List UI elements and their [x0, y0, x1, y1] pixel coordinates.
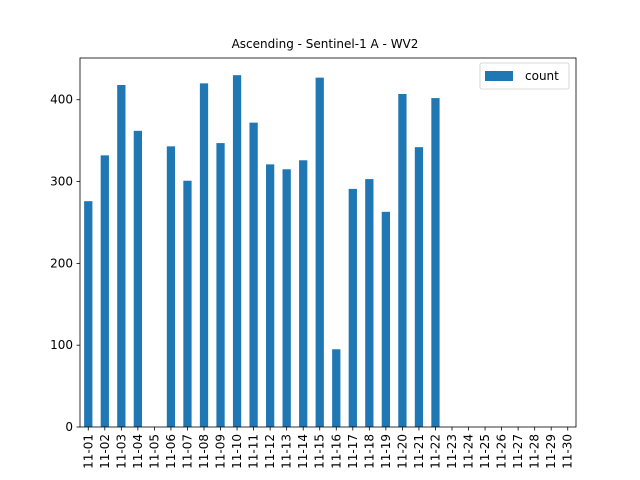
bar-11-01	[84, 201, 93, 427]
bar-11-03	[117, 85, 126, 427]
x-tick-label-11-11: 11-11	[247, 434, 261, 469]
x-tick-label-11-19: 11-19	[379, 434, 393, 469]
x-tick-label-11-20: 11-20	[395, 434, 409, 469]
bar-11-04	[133, 130, 142, 427]
x-tick-label-11-04: 11-04	[131, 434, 145, 469]
bar-11-09	[216, 143, 225, 427]
y-tick-label: 100	[50, 338, 73, 352]
bar-11-07	[183, 180, 192, 427]
bar-11-20	[398, 94, 407, 427]
bar-11-14	[299, 160, 308, 427]
x-tick-label-11-03: 11-03	[114, 434, 128, 469]
x-tick-label-11-09: 11-09	[214, 434, 228, 469]
y-tick-label: 0	[65, 420, 73, 434]
bar-11-11	[249, 122, 258, 427]
bar-11-13	[282, 169, 291, 427]
bar-11-06	[166, 146, 176, 428]
legend-label: count	[525, 69, 559, 83]
x-tick-label-11-17: 11-17	[346, 434, 360, 469]
x-tick-label-11-18: 11-18	[362, 434, 376, 469]
x-tick-label-11-25: 11-25	[478, 434, 492, 469]
x-tick-label-11-02: 11-02	[98, 434, 112, 469]
y-tick-label: 200	[50, 256, 73, 270]
bar-11-19	[381, 211, 390, 427]
x-tick-label-11-14: 11-14	[296, 434, 310, 469]
x-tick-label-11-23: 11-23	[445, 434, 459, 469]
x-tick-label-11-13: 11-13	[280, 434, 294, 469]
bar-11-17	[348, 188, 357, 427]
x-tick-label-11-06: 11-06	[164, 434, 178, 469]
bar-11-15	[315, 77, 324, 427]
legend-swatch	[485, 71, 513, 81]
chart-title: Ascending - Sentinel-1 A - WV2	[232, 37, 419, 51]
bar-11-08	[199, 83, 209, 428]
x-tick-label-11-05: 11-05	[147, 434, 161, 469]
y-axis: 0 100 200 300 400	[50, 93, 80, 434]
x-tick-label-11-10: 11-10	[230, 434, 244, 469]
x-tick-label-11-21: 11-21	[412, 434, 426, 469]
x-tick-label-11-29: 11-29	[544, 434, 558, 469]
x-tick-label-11-16: 11-16	[329, 434, 343, 469]
x-tick-label-11-27: 11-27	[511, 434, 525, 469]
x-tick-label-11-01: 11-01	[81, 434, 95, 469]
y-tick-label: 300	[50, 175, 73, 189]
legend-box	[479, 62, 570, 90]
x-tick-label-11-15: 11-15	[313, 434, 327, 469]
legend: count	[479, 62, 570, 90]
bar-11-12	[266, 164, 275, 428]
x-tick-label-11-28: 11-28	[528, 434, 542, 469]
bar-11-21	[414, 147, 424, 427]
plot-frame	[79, 57, 577, 428]
bar-11-02	[100, 155, 109, 428]
x-tick-label-11-08: 11-08	[197, 434, 211, 469]
bar-11-22	[431, 98, 440, 427]
x-axis: 11-01 11-02 11-03 11-04 11-05 11-06 11-07 11-08…	[81, 427, 575, 469]
y-tick-label: 400	[50, 93, 73, 107]
x-tick-label-11-22: 11-22	[428, 434, 442, 469]
bar-11-16	[332, 349, 341, 427]
x-tick-label-11-24: 11-24	[462, 434, 476, 469]
x-tick-label-11-12: 11-12	[263, 434, 277, 469]
plot-area	[79, 57, 577, 428]
x-tick-label-11-26: 11-26	[495, 434, 509, 469]
bar-11-18	[365, 179, 374, 427]
x-tick-label-11-30: 11-30	[561, 434, 575, 469]
x-tick-label-11-07: 11-07	[180, 434, 194, 469]
bar-11-10	[232, 75, 242, 428]
